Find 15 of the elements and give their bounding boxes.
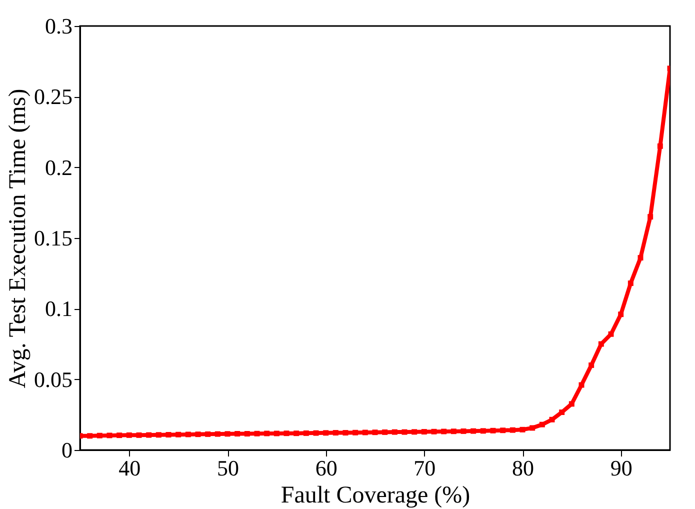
x-tick-label: 80 (512, 456, 534, 480)
y-axis-title: Avg. Test Execution Time (ms) (5, 88, 31, 388)
y-tick-label: 0.2 (45, 154, 72, 180)
y-tick-label: 0.25 (34, 84, 72, 110)
y-tick-label: 0.3 (45, 14, 72, 38)
x-tick-label: 70 (414, 456, 436, 480)
x-axis-title: Fault Coverage (%) (280, 482, 470, 508)
y-tick-label: 0.05 (34, 366, 72, 392)
x-tick-label: 90 (610, 456, 632, 480)
y-tick-label: 0 (62, 438, 72, 462)
y-tick-label: 0.1 (45, 296, 72, 322)
x-tick-label: 50 (217, 456, 239, 480)
x-tick-label: 40 (118, 456, 141, 480)
y-tick-label: 0.15 (34, 226, 72, 250)
x-tick-label: 60 (315, 456, 338, 480)
